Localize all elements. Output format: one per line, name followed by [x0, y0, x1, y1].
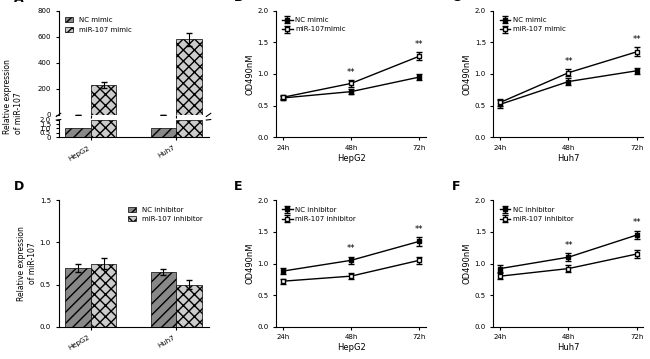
Text: B: B: [234, 0, 244, 4]
Legend: NC inhibitor, miR-107 inhibitor: NC inhibitor, miR-107 inhibitor: [497, 204, 577, 225]
Bar: [176, 120, 202, 137]
Text: **: **: [346, 68, 356, 77]
Y-axis label: OD490nM: OD490nM: [245, 243, 254, 284]
Legend: NC inhibitor, miR-107 inhibitor: NC inhibitor, miR-107 inhibitor: [280, 204, 359, 225]
Bar: [91, 85, 116, 115]
Text: **: **: [632, 35, 641, 44]
Text: **: **: [564, 57, 573, 66]
Bar: [176, 285, 202, 327]
X-axis label: Huh7: Huh7: [557, 154, 580, 163]
Text: C: C: [452, 0, 461, 4]
Y-axis label: Relative expression
of miR-107: Relative expression of miR-107: [18, 226, 37, 301]
Text: E: E: [234, 180, 242, 193]
Y-axis label: OD490nM: OD490nM: [245, 53, 254, 95]
Bar: [176, 39, 202, 115]
Text: **: **: [415, 225, 423, 234]
Legend: NC mimic, miR-107 mimic: NC mimic, miR-107 mimic: [497, 14, 569, 35]
X-axis label: Huh7: Huh7: [557, 343, 580, 352]
Y-axis label: OD490nM: OD490nM: [463, 53, 472, 95]
Legend: NC mimic, miR-107 mimic: NC mimic, miR-107 mimic: [62, 14, 135, 36]
Bar: [65, 268, 91, 327]
Text: **: **: [564, 241, 573, 250]
Bar: [65, 129, 91, 137]
Text: A: A: [14, 0, 23, 5]
Text: **: **: [632, 219, 641, 228]
Text: D: D: [14, 180, 24, 193]
Legend: NC mimic, miR-107mimic: NC mimic, miR-107mimic: [280, 14, 349, 35]
Bar: [91, 120, 116, 137]
X-axis label: HepG2: HepG2: [337, 343, 365, 352]
Text: F: F: [452, 180, 460, 193]
Text: **: **: [415, 40, 423, 49]
Text: Relative expression
of miR-107: Relative expression of miR-107: [3, 60, 23, 134]
Bar: [151, 129, 176, 137]
Text: **: **: [346, 244, 356, 253]
X-axis label: HepG2: HepG2: [337, 154, 365, 163]
Legend: NC inhibitor, miR-107 inhibitor: NC inhibitor, miR-107 inhibitor: [125, 204, 205, 225]
Bar: [151, 272, 176, 327]
Y-axis label: OD490nM: OD490nM: [463, 243, 472, 284]
Bar: [91, 264, 116, 327]
